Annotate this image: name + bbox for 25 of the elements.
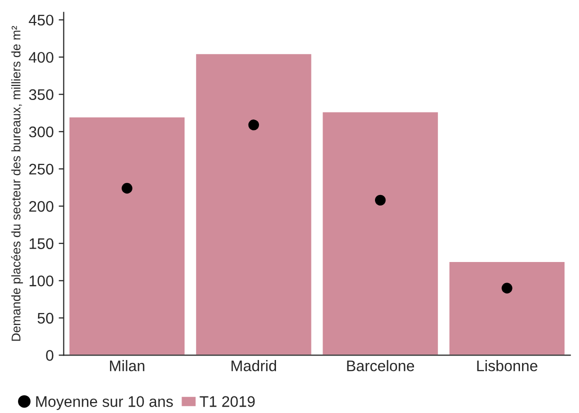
y-tick-label: 450: [28, 14, 54, 26]
y-tick-label: 0: [46, 350, 54, 361]
x-tick-label: Milan: [110, 360, 144, 372]
y-tick-label: 50: [38, 312, 54, 324]
x-tick-label: Lisbonne: [477, 360, 538, 372]
bar: [321, 110, 440, 356]
y-axis-title: Demande placées du secteur des bureaux, milliers de m²: [11, 26, 23, 341]
point: [374, 194, 386, 206]
y-tick-label: 250: [29, 164, 54, 175]
point: [502, 282, 512, 294]
point: [122, 182, 132, 194]
bar: [448, 260, 566, 356]
y-tick-label: 300: [29, 126, 54, 138]
legend-label: T1 2019: [200, 396, 255, 407]
y-tick-label: 350: [29, 89, 54, 100]
point: [248, 120, 260, 130]
legend-label: Moyenne sur 10 ans: [36, 396, 173, 410]
y-tick-label: 200: [29, 201, 54, 212]
x-tick-label: Madrid: [232, 360, 276, 372]
y-tick-label: 150: [30, 238, 54, 250]
y-tick-label: 100: [30, 276, 54, 286]
y-tick-label: 400: [28, 52, 54, 63]
x-tick-label: Barcelone: [347, 360, 414, 372]
bar: [68, 116, 186, 356]
bar: [194, 52, 313, 356]
